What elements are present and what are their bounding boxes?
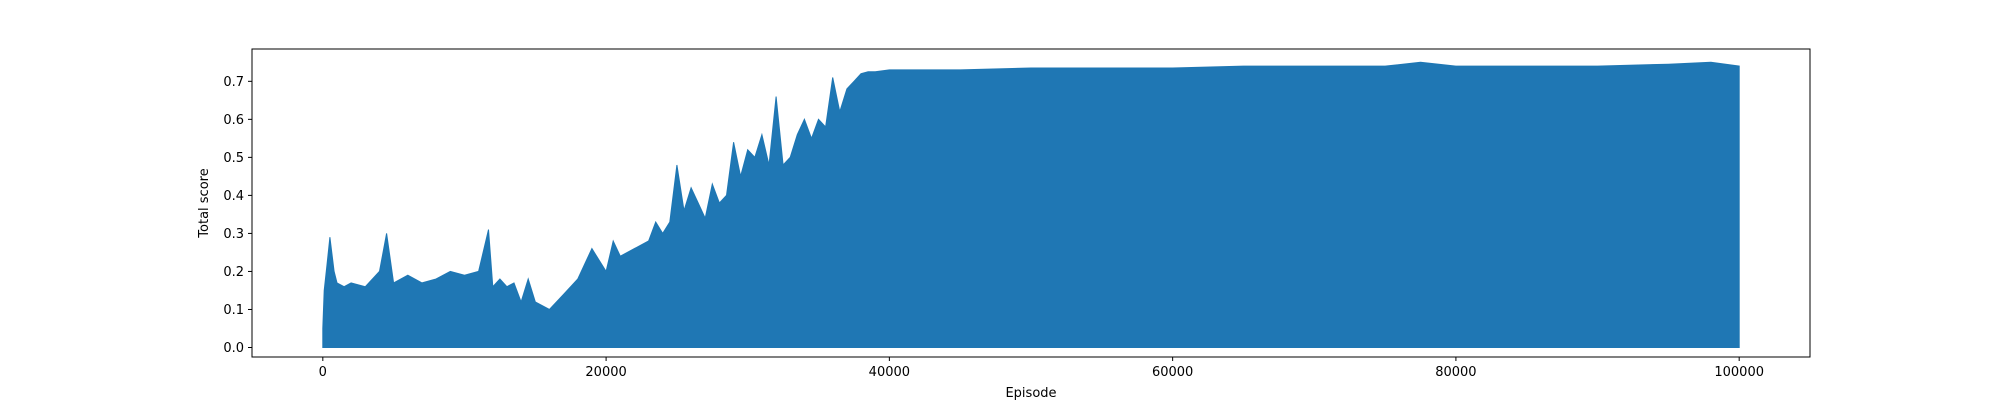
x-tick-label: 100000	[1714, 365, 1764, 380]
x-tick-label: 0	[319, 365, 327, 380]
y-tick-label: 0.7	[223, 75, 244, 90]
y-tick-label: 0.4	[223, 189, 244, 204]
y-tick-label: 0.0	[223, 341, 244, 356]
y-tick-label: 0.5	[223, 151, 244, 166]
y-tick-label: 0.6	[223, 113, 244, 128]
x-tick-label: 80000	[1435, 365, 1476, 380]
y-tick-label: 0.1	[223, 303, 244, 318]
plot-area	[322, 61, 1740, 348]
x-tick-label: 40000	[869, 365, 910, 380]
y-tick-label: 0.2	[223, 265, 244, 280]
x-axis-ticks: 0 20000 40000 60000 80000 100000	[319, 357, 1764, 380]
x-tick-label: 60000	[1152, 365, 1193, 380]
y-axis-ticks: 0.0 0.1 0.2 0.3 0.4 0.5 0.6 0.7	[223, 75, 252, 356]
x-tick-label: 20000	[585, 365, 626, 380]
series-area	[322, 61, 1740, 348]
plot-frame	[251, 48, 1811, 358]
y-tick-label: 0.3	[223, 227, 244, 242]
y-axis-label: Total score	[197, 168, 212, 238]
x-axis-label: Episode	[1005, 386, 1056, 400]
